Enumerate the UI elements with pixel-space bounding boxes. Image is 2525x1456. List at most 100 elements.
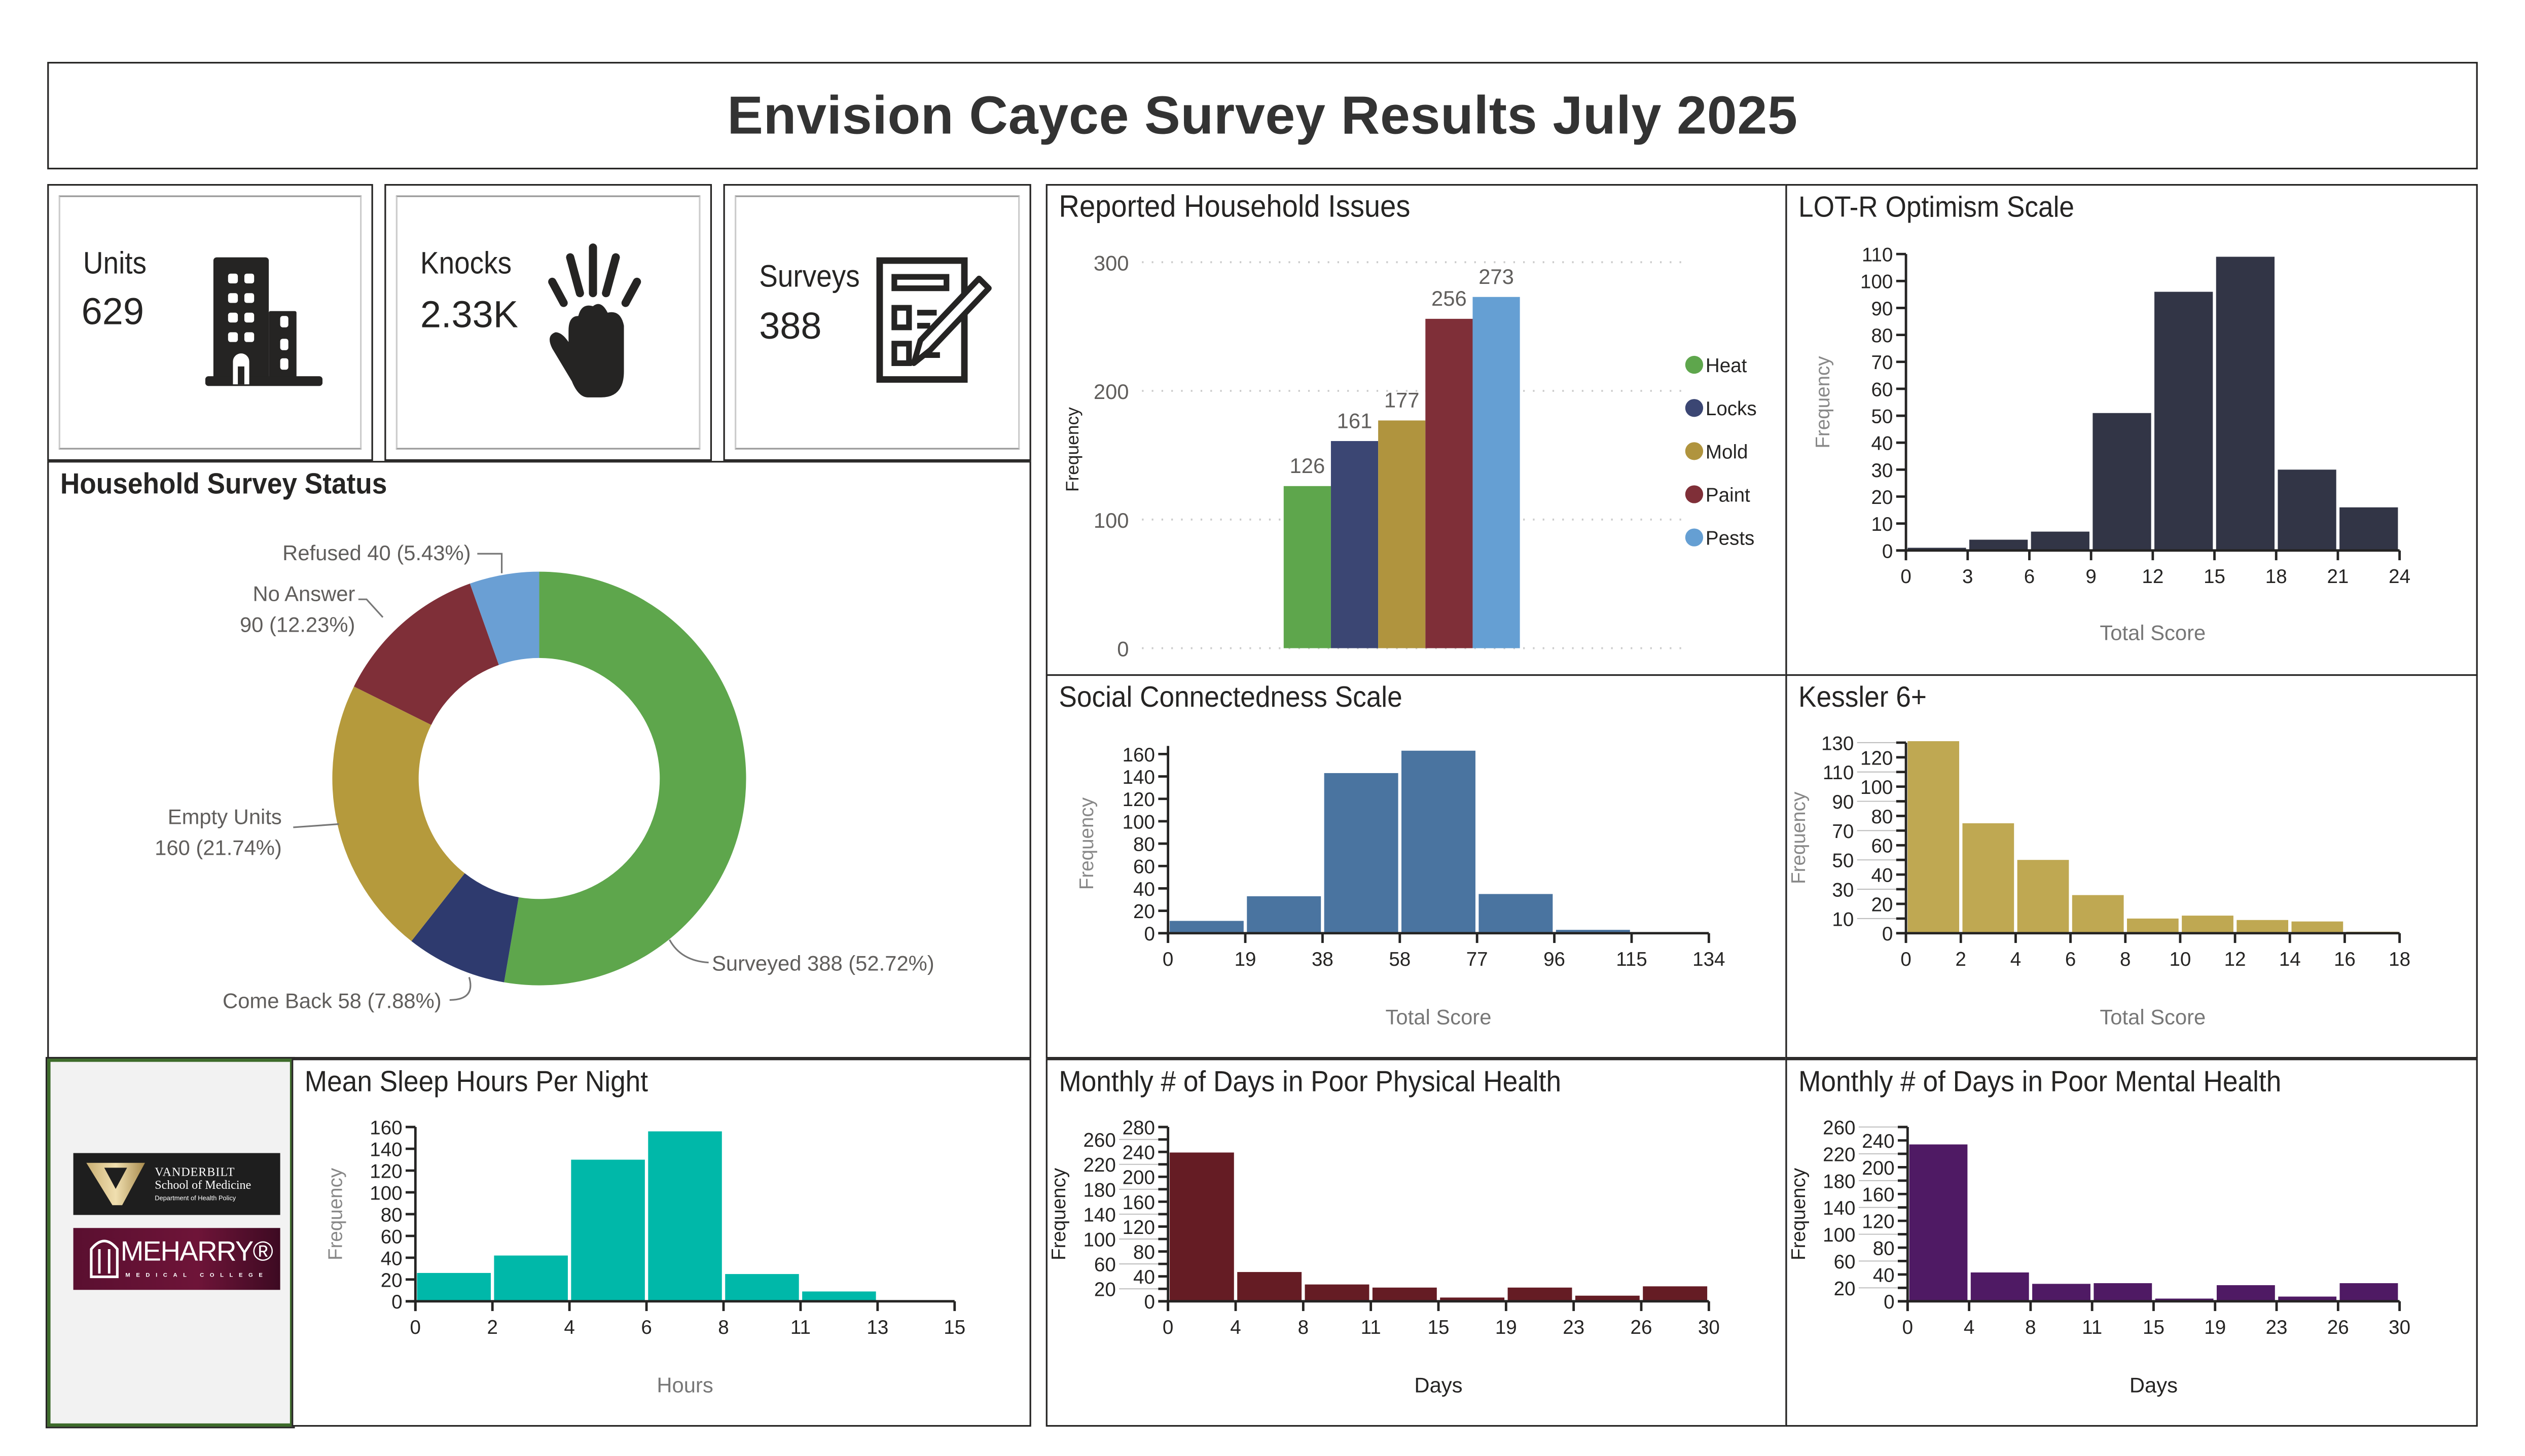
x-tick-label: 23 <box>2266 1317 2288 1338</box>
x-tick-label: 3 <box>1962 566 1973 588</box>
y-tick-label: 120 <box>1860 747 1893 769</box>
x-tick-label: 8 <box>1298 1317 1309 1338</box>
y-tick-label: 200 <box>1094 380 1129 404</box>
y-tick-label: 130 <box>1821 733 1854 754</box>
y-tick-label: 120 <box>370 1160 402 1182</box>
y-axis-label: Frequency <box>1788 791 1810 884</box>
x-tick-label: 134 <box>1692 949 1725 970</box>
x-tick-label: 15 <box>944 1317 965 1338</box>
bar-mold <box>1378 420 1426 648</box>
x-tick-label: 6 <box>641 1317 652 1338</box>
data-label: 273 <box>1478 265 1514 288</box>
y-tick-label: 20 <box>1871 487 1893 508</box>
y-tick-label: 100 <box>1123 811 1155 833</box>
logo-text: Department of Health Policy <box>155 1193 236 1202</box>
x-tick-label: 15 <box>2143 1317 2165 1338</box>
x-tick-label: 21 <box>2327 566 2349 588</box>
y-tick-label: 60 <box>1133 856 1155 878</box>
y-tick-label: 140 <box>1084 1204 1116 1226</box>
x-tick-label: 4 <box>1964 1317 1974 1338</box>
y-tick-label: 50 <box>1832 850 1854 872</box>
histogram-bar <box>1575 1295 1640 1301</box>
kpi-value: 388 <box>759 304 822 347</box>
logo-text: VANDERBILT <box>155 1164 235 1179</box>
x-tick-label: 15 <box>1428 1317 1450 1338</box>
x-tick-label: 30 <box>1698 1317 1720 1338</box>
panel-title: LOT-R Optimism Scale <box>1798 190 2075 224</box>
histogram-bar <box>2339 1283 2398 1301</box>
y-tick-label: 100 <box>1860 777 1893 798</box>
kpi-label: Units <box>83 247 147 282</box>
x-tick-label: 4 <box>564 1317 574 1338</box>
y-tick-label: 200 <box>1862 1157 1894 1179</box>
x-tick-label: 6 <box>2065 949 2076 970</box>
histogram-bar <box>1372 1287 1437 1301</box>
x-axis-label: Hours <box>657 1373 713 1397</box>
y-tick-label: 280 <box>1123 1117 1155 1139</box>
y-tick-label: 260 <box>1823 1117 1855 1139</box>
legend-marker <box>1685 355 1704 374</box>
legend-label: Locks <box>1706 398 1757 420</box>
data-label: 256 <box>1431 286 1467 310</box>
kpi-label: Surveys <box>759 261 860 295</box>
y-tick-label: 80 <box>381 1204 403 1226</box>
x-tick-label: 77 <box>1466 949 1488 970</box>
y-tick-label: 160 <box>1123 744 1155 766</box>
title-bar: Envision Cayce Survey Results July 2025 <box>47 62 2478 170</box>
leader-line <box>358 598 384 618</box>
x-tick-label: 18 <box>2389 949 2410 970</box>
poor-physical-health-days-panel: Monthly # of Days in Poor Physical Healt… <box>1045 1059 1787 1427</box>
y-tick-label: 300 <box>1094 251 1129 275</box>
histogram-bar <box>1169 1152 1234 1301</box>
y-tick-label: 20 <box>1834 1278 1856 1300</box>
x-tick-label: 10 <box>2169 949 2191 970</box>
y-tick-label: 60 <box>1871 835 1893 857</box>
kpi-frame <box>395 195 701 450</box>
bar-paint <box>1425 318 1473 648</box>
y-tick-label: 80 <box>1133 834 1155 856</box>
histogram-bar <box>1556 930 1630 933</box>
donut-slice-no-answer <box>354 584 499 725</box>
y-tick-label: 80 <box>1871 806 1893 828</box>
histogram-bar <box>1324 773 1398 933</box>
mental-histogram: 0 20 40 60 80 100 120 140 160 180 200 220 240 260 0 4 8 1… <box>1788 1117 2410 1397</box>
survey-status-donut-chart: Surveyed 388 (52.72%) Come Back 58 (7.88%… <box>155 541 934 1012</box>
y-axis-label: Frequency <box>1788 1168 1810 1260</box>
logo-text: MEDICAL COLLEGE <box>125 1271 269 1279</box>
kessler-histogram: 0 10 20 30 40 50 60 70 80 90 100 110 120 130 0 2 4 6 8 10 12… <box>1788 733 2410 1029</box>
slice-label: Refused 40 (5.43%) <box>282 541 471 565</box>
histogram-bar <box>802 1291 876 1301</box>
y-tick-label: 110 <box>1862 244 1893 266</box>
legend-marker <box>1685 399 1704 417</box>
histogram-bar <box>2031 531 2089 551</box>
x-tick-label: 18 <box>2265 566 2287 588</box>
leader-line <box>293 823 339 828</box>
histogram-bar <box>1507 1287 1572 1301</box>
y-tick-label: 60 <box>1871 379 1893 401</box>
x-axis-label: Days <box>1414 1373 1462 1397</box>
histogram-bar <box>1478 894 1553 933</box>
building-icon <box>205 257 323 386</box>
histogram-bar <box>494 1255 568 1301</box>
y-tick-label: 60 <box>1094 1254 1116 1276</box>
legend-marker <box>1685 528 1704 547</box>
y-axis-label: Frequency <box>1063 407 1083 492</box>
x-tick-label: 16 <box>2334 949 2356 970</box>
kpi-label: Knocks <box>420 247 512 282</box>
y-tick-label: 60 <box>381 1226 403 1248</box>
panel-title: Monthly # of Days in Poor Physical Healt… <box>1059 1065 1562 1098</box>
leader-line <box>669 939 709 964</box>
y-tick-label: 40 <box>1873 1264 1895 1286</box>
histogram-bar <box>1247 896 1321 933</box>
x-axis-label: Total Score <box>2100 621 2206 645</box>
y-tick-label: 140 <box>1823 1197 1855 1219</box>
y-tick-label: 0 <box>1884 1291 1894 1313</box>
y-tick-label: 0 <box>1882 540 1893 562</box>
logo-text: School of Medicine <box>155 1178 251 1193</box>
x-tick-label: 26 <box>1631 1317 1652 1338</box>
x-tick-label: 2 <box>1956 949 1966 970</box>
leader-line <box>477 553 503 573</box>
y-tick-label: 10 <box>1871 514 1893 535</box>
meharry-logo: MEHARRY® MEDICAL COLLEGE <box>73 1228 280 1290</box>
